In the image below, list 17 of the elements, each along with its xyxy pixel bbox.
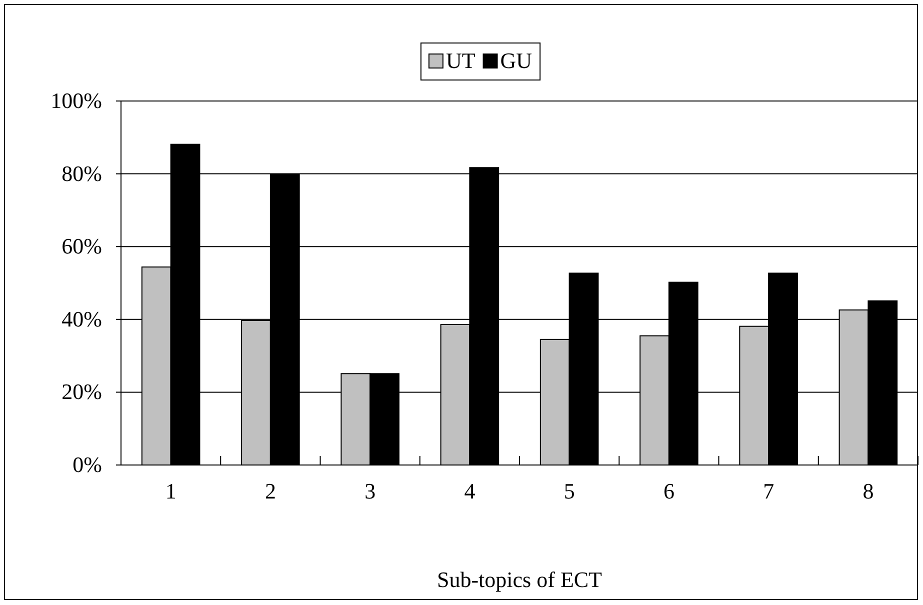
x-axis-title: Sub-topics of ECT — [437, 567, 603, 592]
x-tick-label: 7 — [763, 478, 774, 504]
x-tick-label: 4 — [464, 478, 476, 504]
x-tick-label: 5 — [564, 478, 575, 504]
x-tick-label: 3 — [364, 478, 376, 504]
legend-label: GU — [500, 48, 532, 73]
y-tick-label: 20% — [62, 379, 102, 404]
x-tick-label: 2 — [264, 478, 276, 504]
y-tick-label: 40% — [62, 306, 102, 332]
y-tick-label: 0% — [72, 452, 102, 478]
legend-label: UT — [446, 48, 476, 73]
x-tick-label: 1 — [165, 478, 176, 504]
y-tick-label: 80% — [62, 160, 102, 186]
x-tick-label: 6 — [663, 478, 674, 504]
x-tick-label: 8 — [862, 478, 874, 504]
y-tick-label: 60% — [62, 234, 102, 259]
y-tick-label: 100% — [50, 88, 102, 114]
